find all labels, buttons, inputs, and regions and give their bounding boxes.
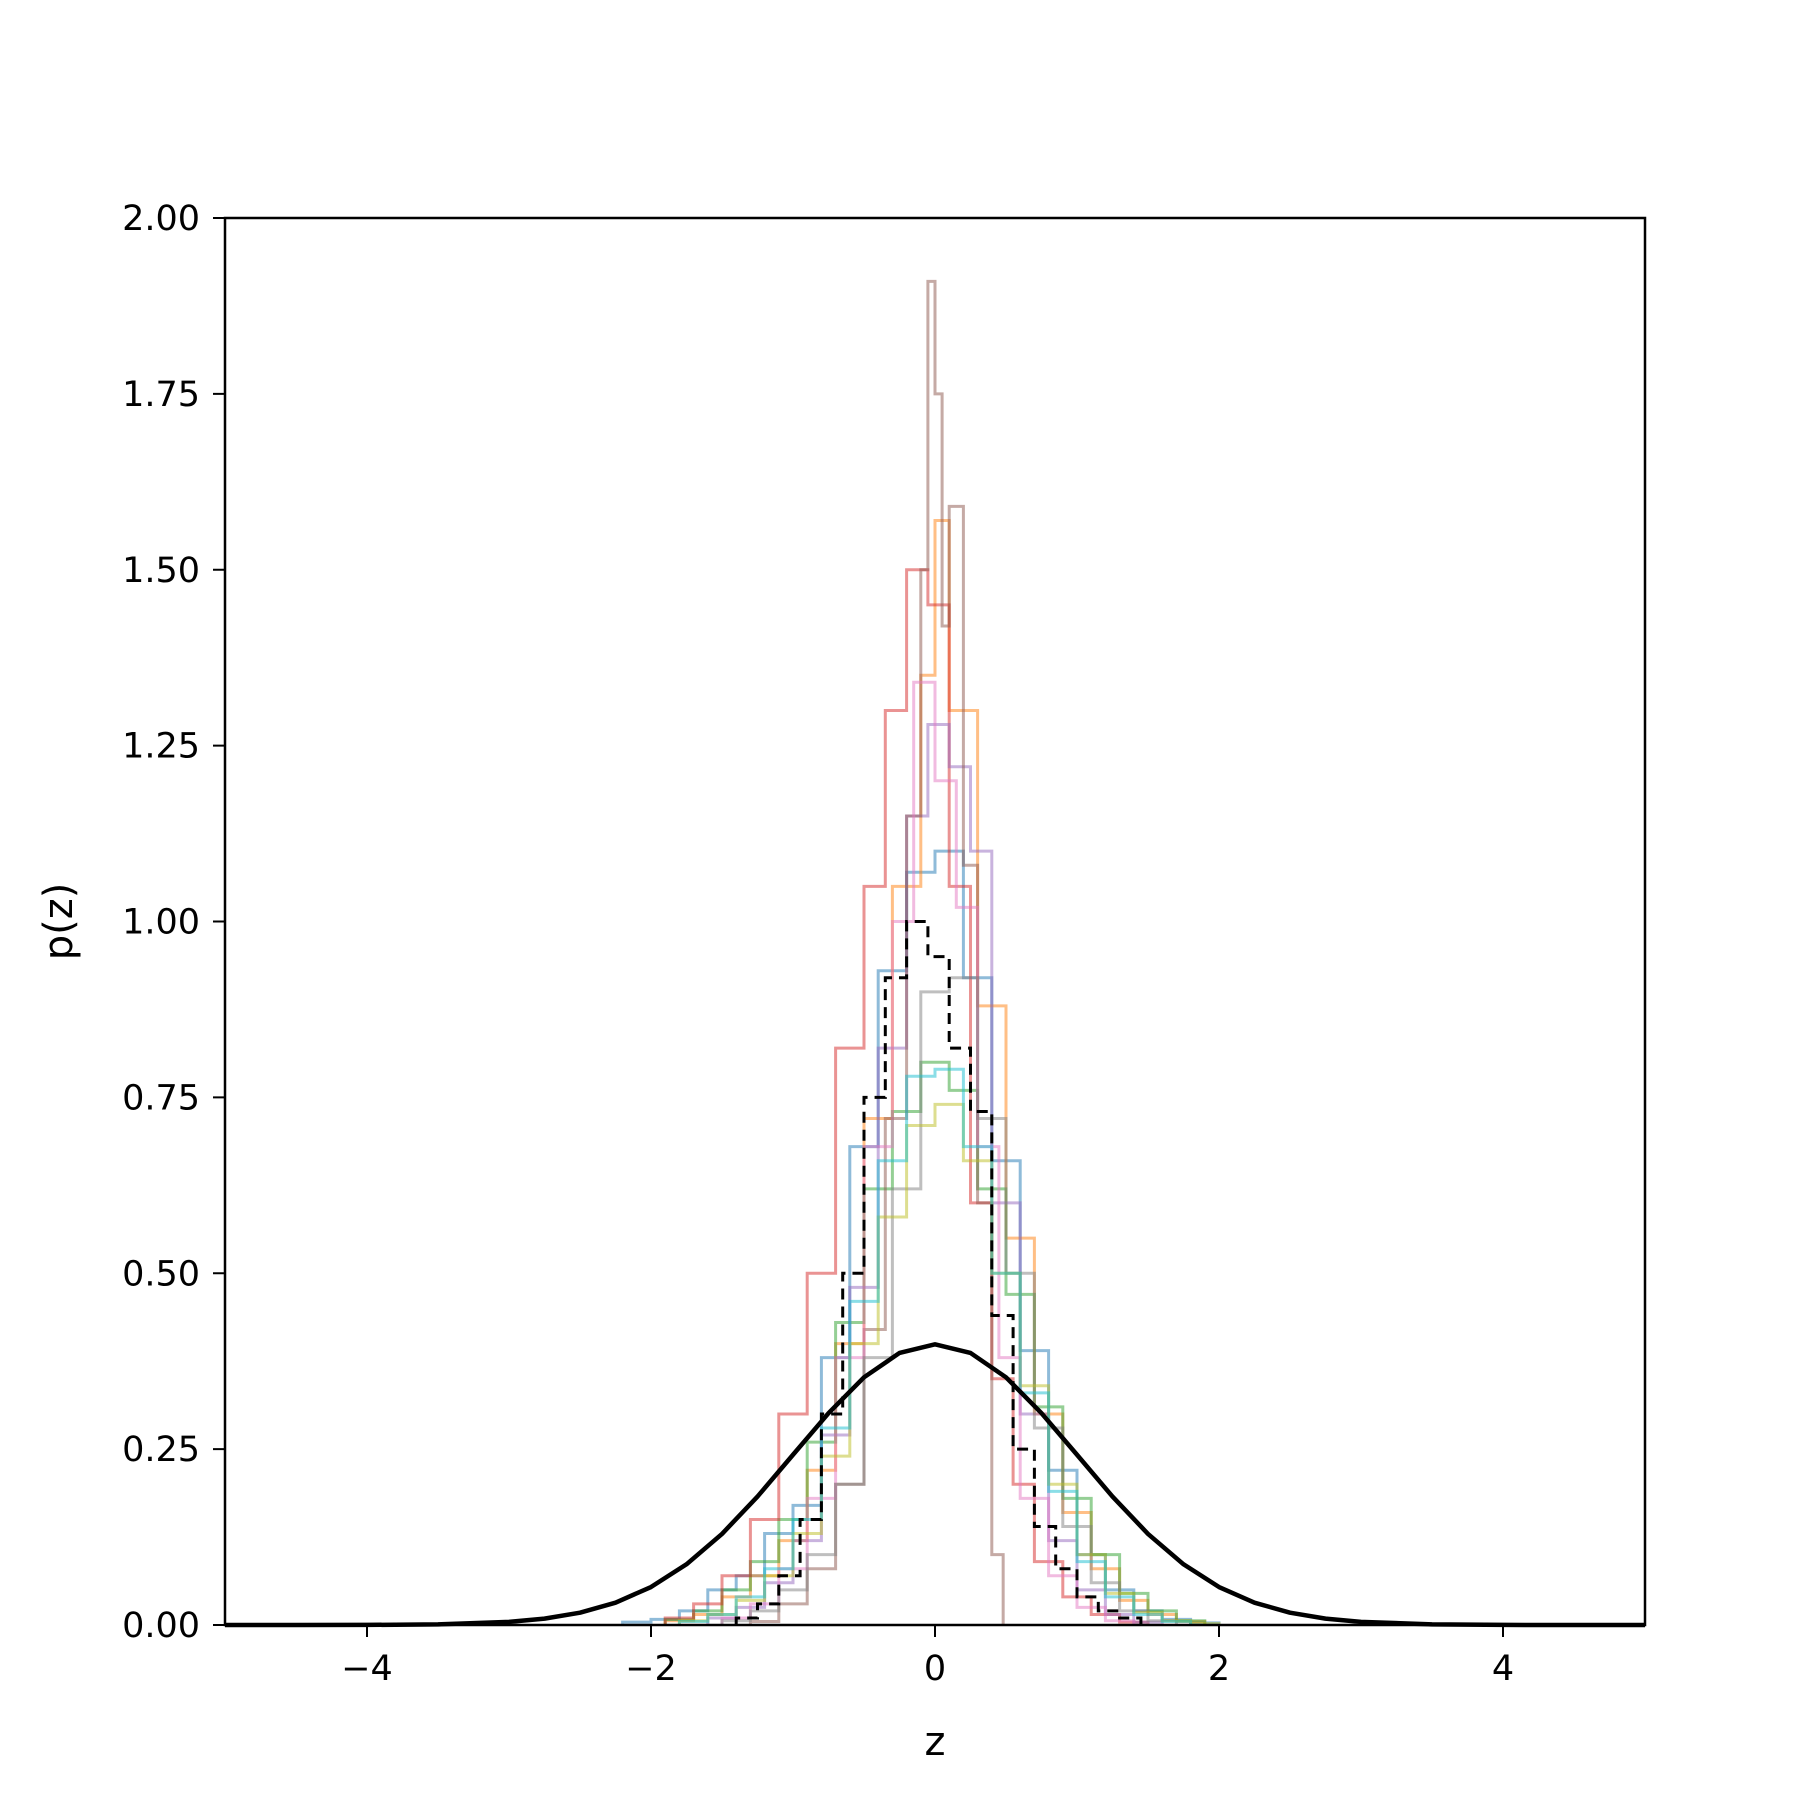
y-tick-label: 1.50: [122, 551, 200, 591]
y-tick-label: 0.75: [122, 1078, 200, 1118]
y-tick-label: 1.25: [122, 727, 200, 767]
histogram-series-6: [748, 279, 1005, 1625]
plot-area: [225, 218, 1645, 1625]
y-tick-label: 0.25: [122, 1430, 200, 1470]
x-tick-label: 4: [1492, 1649, 1514, 1689]
histogram-series-4: [663, 568, 1150, 1625]
y-tick-label: 1.00: [122, 903, 200, 943]
y-tick-label: 0.00: [122, 1606, 200, 1646]
mean-histogram-line: [734, 920, 1143, 1625]
x-axis-ticks: −4 −2 0 2 4: [341, 1625, 1514, 1689]
y-axis-label: p(z): [36, 883, 82, 961]
x-tick-label: −2: [625, 1649, 677, 1689]
histogram-series-5: [706, 723, 1164, 1625]
x-tick-label: −4: [341, 1649, 393, 1689]
histogram-series-10: [677, 1067, 1193, 1625]
reference-curve-group: [225, 1342, 1645, 1628]
x-axis-label: z: [925, 1719, 946, 1765]
x-tick-label: 2: [1208, 1649, 1230, 1689]
x-tick-label: 0: [924, 1649, 946, 1689]
histogram-series-group: [621, 279, 1221, 1626]
mean-histogram-group: [734, 920, 1143, 1625]
normal-reference-curve: [225, 1342, 1645, 1628]
y-tick-label: 1.75: [122, 375, 200, 415]
y-tick-label: 0.50: [122, 1254, 200, 1294]
y-axis-ticks: 0.00 0.25 0.50 0.75 1.00 1.25 1.50 1.75 2.00: [122, 199, 225, 1646]
y-tick-label: 2.00: [122, 199, 200, 239]
